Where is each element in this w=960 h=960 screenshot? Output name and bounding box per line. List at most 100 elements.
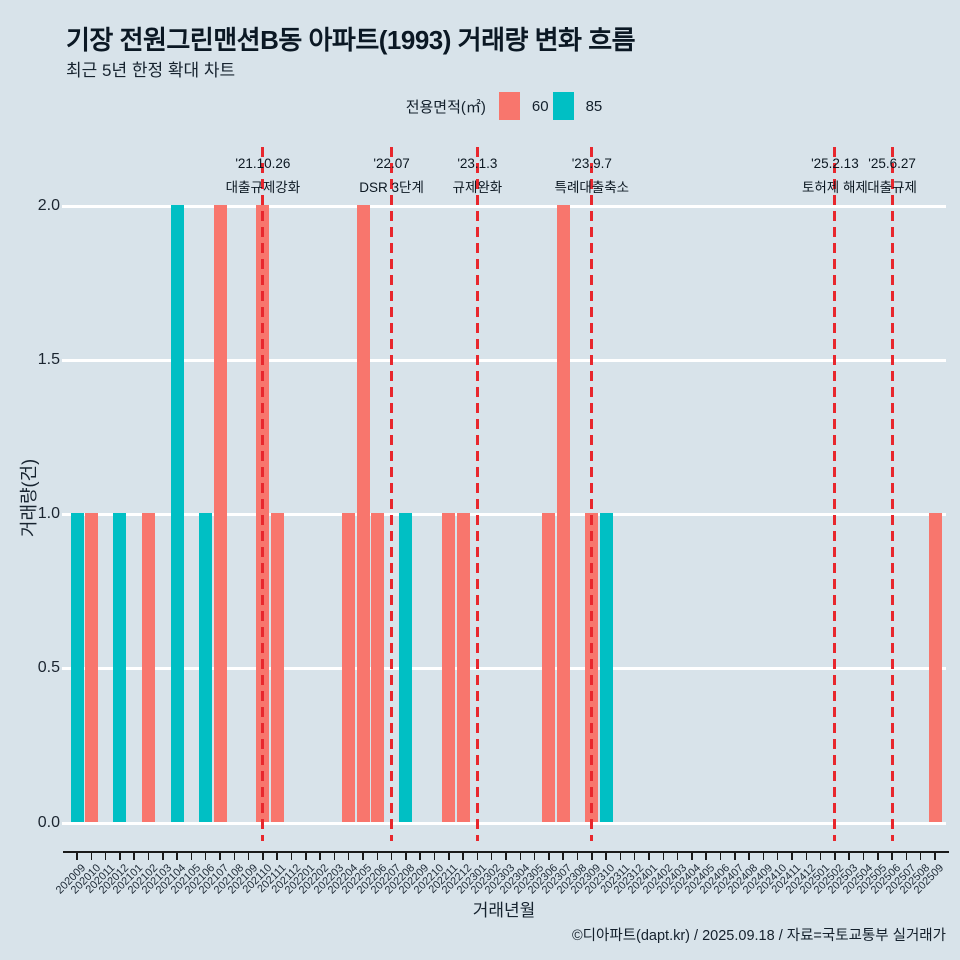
bar-202204-60 (342, 513, 356, 822)
x-tick-202209 (419, 853, 421, 860)
x-tick-202204 (347, 853, 350, 860)
x-tick-202408 (748, 853, 750, 860)
x-tick-202011 (104, 853, 107, 860)
x-tick-202303 (505, 853, 507, 860)
y-tick-label-0.0: 0.0 (37, 813, 60, 831)
event-line-1 (261, 147, 265, 841)
x-tick-202201 (305, 853, 307, 860)
chart-title: 기장 전원그린맨션B동 아파트(1993) 거래량 변화 흐름 (66, 25, 636, 55)
x-tick-202206 (376, 853, 379, 860)
footer-credit: ©디아파트(dapt.kr) / 2025.09.18 / 자료=국토교통부 실… (571, 928, 946, 944)
x-tick-202101 (133, 853, 135, 860)
x-tick-202307 (562, 853, 564, 860)
x-tick-202404 (691, 853, 693, 860)
legend-value-85: 85 (585, 97, 603, 115)
x-tick-202309 (591, 853, 593, 860)
bar-202102-60 (142, 513, 155, 822)
x-tick-202302 (490, 853, 493, 860)
x-tick-202106 (204, 853, 207, 860)
x-tick-202305 (533, 853, 536, 860)
x-tick-202109 (247, 853, 250, 860)
event-label-3: 규제완화 (452, 180, 503, 195)
x-tick-202207 (390, 853, 393, 860)
x-axis-title: 거래년월 (472, 901, 536, 920)
gridline-1.5 (62, 358, 946, 362)
event-line-3 (475, 147, 479, 841)
x-tick-202401 (648, 853, 650, 860)
bar-202107-60 (213, 204, 227, 822)
legend-swatch-60 (498, 92, 520, 120)
x-tick-202502 (834, 853, 836, 860)
legend: 전용면적(㎡) 60 85 (62, 90, 946, 122)
x-tick-202103 (162, 853, 164, 860)
x-axis-line (63, 851, 949, 853)
y-tick-label-1.5: 1.5 (37, 350, 60, 368)
legend-items: 60 85 (495, 92, 602, 120)
x-tick-202210 (433, 853, 436, 860)
x-tick-202108 (233, 853, 236, 860)
x-tick-202505 (877, 853, 879, 860)
x-tick-202310 (605, 853, 607, 860)
gridline-0.0 (62, 821, 946, 825)
x-tick-202211 (448, 853, 450, 860)
x-tick-202504 (862, 853, 865, 860)
x-tick-202110 (262, 853, 264, 860)
x-tick-202403 (676, 853, 679, 860)
event-label-1: 대출규제강화 (225, 180, 301, 195)
bar-202310-85 (599, 513, 613, 822)
event-date-3: '23.1.3 (457, 156, 498, 171)
y-axis-title: 거래량(건) (19, 458, 39, 538)
event-label-2: DSR 3단계 (359, 180, 424, 195)
gridline-2.0 (62, 204, 946, 208)
x-tick-202508 (919, 853, 922, 860)
bar-202208-85 (399, 513, 413, 822)
bar-202111-60 (270, 513, 284, 822)
x-tick-202105 (190, 853, 193, 860)
bar-202509-60 (928, 513, 942, 822)
chart-subtitle: 최근 5년 한정 확대 차트 (66, 61, 236, 80)
bar-202012-85 (113, 513, 127, 822)
event-date-4: '23.9.7 (571, 156, 612, 171)
event-date-6: '25.6.27 (868, 156, 916, 171)
x-tick-202102 (147, 853, 150, 860)
legend-item-85: 85 (552, 92, 603, 120)
x-tick-202506 (891, 853, 893, 860)
x-tick-202212 (462, 853, 464, 860)
x-tick-202405 (705, 853, 707, 860)
y-tick-label-1.0: 1.0 (37, 505, 60, 522)
x-tick-202406 (719, 853, 722, 860)
bar-202306-60 (542, 513, 556, 822)
x-tick-202306 (548, 853, 550, 860)
event-label-4: 특례대출축소 (554, 180, 630, 195)
x-tick-202010 (90, 853, 93, 860)
x-tick-202402 (662, 853, 665, 860)
event-line-2 (390, 147, 394, 841)
legend-swatch-85 (552, 92, 574, 120)
x-tick-202107 (219, 853, 221, 860)
x-tick-202208 (405, 853, 407, 860)
bar-202205-60 (356, 204, 370, 822)
x-tick-202410 (776, 853, 779, 860)
x-tick-202301 (476, 853, 479, 860)
legend-value-60: 60 (531, 97, 549, 115)
x-tick-202407 (734, 853, 736, 860)
event-line-5 (833, 147, 837, 841)
gridline-0.5 (62, 667, 946, 671)
event-date-1: '21.10.26 (235, 156, 291, 171)
bar-202104-85 (170, 204, 184, 822)
x-tick-202411 (791, 853, 793, 860)
x-tick-202112 (290, 853, 293, 860)
bar-202106-85 (199, 513, 213, 822)
event-line-6 (890, 147, 894, 841)
x-tick-202111 (276, 853, 278, 860)
x-tick-202311 (619, 853, 622, 860)
event-line-4 (590, 147, 594, 841)
event-date-5: '25.2.13 (811, 156, 859, 171)
bar-202307-60 (556, 204, 570, 822)
x-tick-202304 (519, 853, 522, 860)
bar-202009-85 (70, 513, 84, 822)
legend-item-60: 60 (498, 92, 549, 120)
x-tick-202104 (176, 853, 178, 860)
event-date-2: '22.07 (373, 156, 410, 171)
